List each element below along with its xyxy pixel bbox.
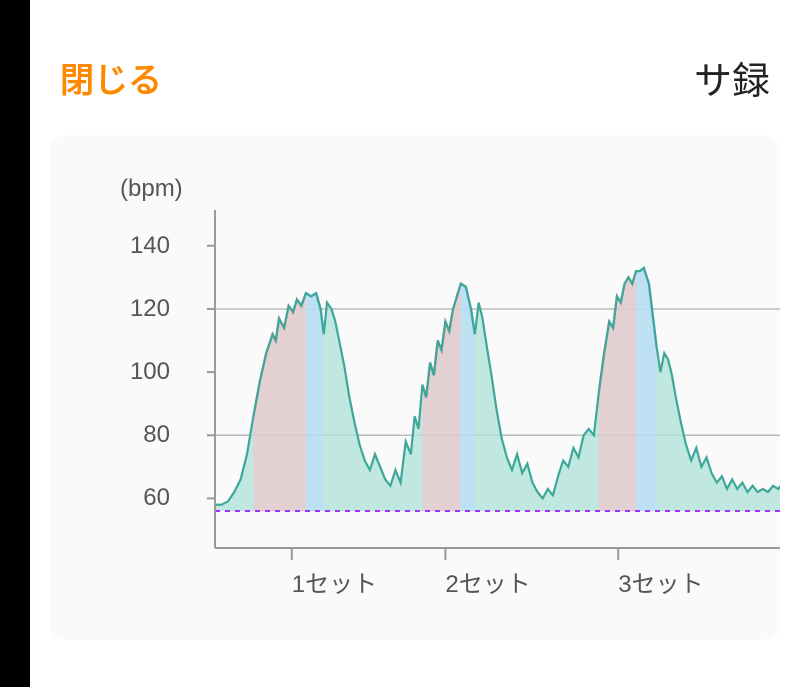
close-button[interactable]: 閉じる <box>60 53 162 102</box>
heart-rate-chart-card: (bpm) 60 80 100 120 140 1セット 2セット 3セット <box>50 135 780 640</box>
x-tick-label: 1セット <box>292 564 377 599</box>
app-root: 閉じる サ録 (bpm) 60 80 100 120 140 1セット 2セット 3セット <box>30 0 800 687</box>
y-tick-label: 100 <box>110 358 170 386</box>
y-tick-label: 60 <box>110 484 170 512</box>
x-tick-label: 3セット <box>618 564 703 599</box>
x-tick-label: 2セット <box>445 564 530 599</box>
y-tick-label: 80 <box>110 421 170 449</box>
page-title: サ録 <box>694 50 770 105</box>
y-tick-label: 140 <box>110 232 170 260</box>
header: 閉じる サ録 <box>30 0 800 135</box>
y-axis-unit: (bpm) <box>120 175 183 203</box>
y-tick-label: 120 <box>110 295 170 323</box>
